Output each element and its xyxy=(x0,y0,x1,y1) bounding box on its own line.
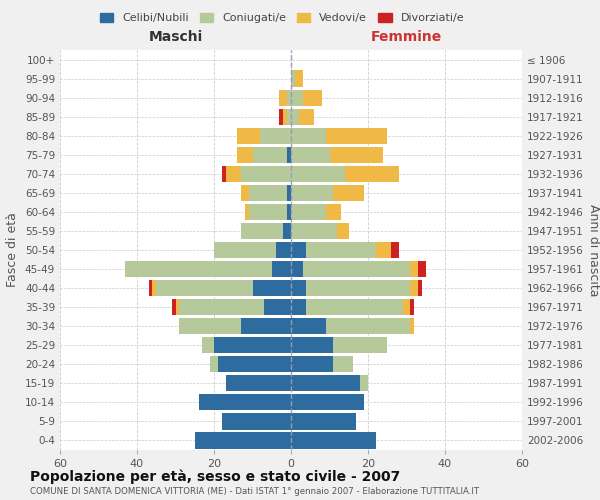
Bar xyxy=(291,261,302,277)
Bar xyxy=(291,128,326,144)
Bar xyxy=(291,414,356,430)
Bar xyxy=(299,108,314,125)
Bar xyxy=(179,299,264,315)
Bar xyxy=(156,280,253,296)
Bar xyxy=(283,223,291,239)
Text: Femmine: Femmine xyxy=(371,30,442,44)
Bar xyxy=(360,375,368,392)
Bar xyxy=(214,337,291,353)
Bar xyxy=(222,166,226,182)
Bar xyxy=(291,90,302,106)
Bar xyxy=(334,356,353,372)
Bar xyxy=(291,356,334,372)
Bar xyxy=(291,337,334,353)
Bar xyxy=(195,432,291,448)
Bar xyxy=(176,299,179,315)
Bar xyxy=(302,90,322,106)
Bar xyxy=(326,318,410,334)
Bar xyxy=(376,242,391,258)
Bar xyxy=(280,108,283,125)
Bar xyxy=(410,280,418,296)
Bar xyxy=(248,204,287,220)
Bar xyxy=(410,261,418,277)
Bar xyxy=(345,166,399,182)
Bar xyxy=(291,242,307,258)
Bar xyxy=(260,128,291,144)
Bar xyxy=(202,337,214,353)
Bar xyxy=(241,318,291,334)
Bar xyxy=(418,280,422,296)
Bar xyxy=(253,280,291,296)
Bar xyxy=(307,280,410,296)
Bar xyxy=(291,166,345,182)
Bar xyxy=(329,146,383,163)
Text: COMUNE DI SANTA DOMENICA VITTORIA (ME) - Dati ISTAT 1° gennaio 2007 - Elaborazio: COMUNE DI SANTA DOMENICA VITTORIA (ME) -… xyxy=(30,488,479,496)
Bar xyxy=(291,108,299,125)
Bar xyxy=(125,261,272,277)
Bar xyxy=(245,204,248,220)
Bar xyxy=(391,242,399,258)
Bar xyxy=(410,299,414,315)
Bar xyxy=(307,242,376,258)
Bar xyxy=(179,318,241,334)
Bar xyxy=(326,204,341,220)
Bar xyxy=(199,394,291,410)
Bar xyxy=(418,261,426,277)
Bar xyxy=(291,299,307,315)
Bar xyxy=(291,185,334,201)
Bar xyxy=(253,146,287,163)
Bar xyxy=(275,242,291,258)
Bar xyxy=(291,204,326,220)
Bar xyxy=(291,280,307,296)
Bar xyxy=(334,337,387,353)
Bar xyxy=(210,356,218,372)
Bar xyxy=(248,185,287,201)
Bar xyxy=(410,318,414,334)
Bar xyxy=(287,185,291,201)
Bar xyxy=(264,299,291,315)
Bar xyxy=(307,299,403,315)
Bar xyxy=(337,223,349,239)
Bar xyxy=(291,432,376,448)
Bar xyxy=(291,70,295,86)
Bar xyxy=(152,280,156,296)
Text: Maschi: Maschi xyxy=(148,30,203,44)
Bar xyxy=(280,90,287,106)
Bar xyxy=(241,223,283,239)
Bar xyxy=(214,242,275,258)
Bar xyxy=(241,166,291,182)
Bar xyxy=(326,128,387,144)
Bar xyxy=(218,356,291,372)
Bar xyxy=(291,394,364,410)
Y-axis label: Anni di nascita: Anni di nascita xyxy=(587,204,600,296)
Bar xyxy=(172,299,176,315)
Legend: Celibi/Nubili, Coniugati/e, Vedovi/e, Divorziati/e: Celibi/Nubili, Coniugati/e, Vedovi/e, Di… xyxy=(95,8,469,28)
Bar xyxy=(226,166,241,182)
Bar xyxy=(334,185,364,201)
Bar xyxy=(226,375,291,392)
Bar xyxy=(237,146,253,163)
Bar xyxy=(272,261,291,277)
Bar xyxy=(295,70,302,86)
Bar xyxy=(287,204,291,220)
Bar xyxy=(291,318,326,334)
Bar xyxy=(403,299,410,315)
Bar xyxy=(302,261,410,277)
Bar xyxy=(291,223,337,239)
Y-axis label: Fasce di età: Fasce di età xyxy=(7,212,19,288)
Text: Popolazione per età, sesso e stato civile - 2007: Popolazione per età, sesso e stato civil… xyxy=(30,469,400,484)
Bar xyxy=(291,375,360,392)
Bar xyxy=(283,108,287,125)
Bar xyxy=(237,128,260,144)
Bar xyxy=(241,185,248,201)
Bar xyxy=(287,146,291,163)
Bar xyxy=(287,108,291,125)
Bar xyxy=(149,280,152,296)
Bar xyxy=(222,414,291,430)
Bar xyxy=(287,90,291,106)
Bar xyxy=(291,146,329,163)
